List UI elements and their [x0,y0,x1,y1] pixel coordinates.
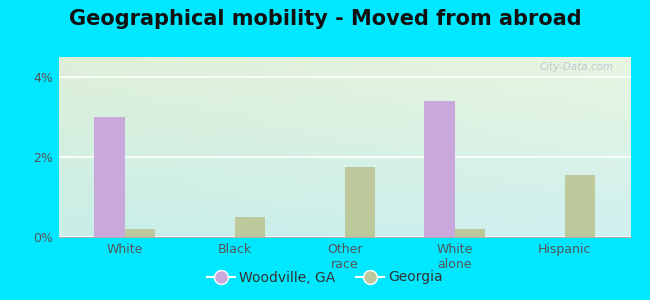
Bar [94,117,125,237]
Text: Geographical mobility - Moved from abroad: Geographical mobility - Moved from abroa… [69,9,581,29]
Bar [344,167,375,237]
Bar [125,229,155,237]
Bar [564,175,595,237]
Bar [424,101,454,237]
Bar [235,217,265,237]
Bar [454,229,486,237]
Legend: Woodville, GA, Georgia: Woodville, GA, Georgia [202,265,448,290]
Text: City-Data.com: City-Data.com [540,62,614,72]
